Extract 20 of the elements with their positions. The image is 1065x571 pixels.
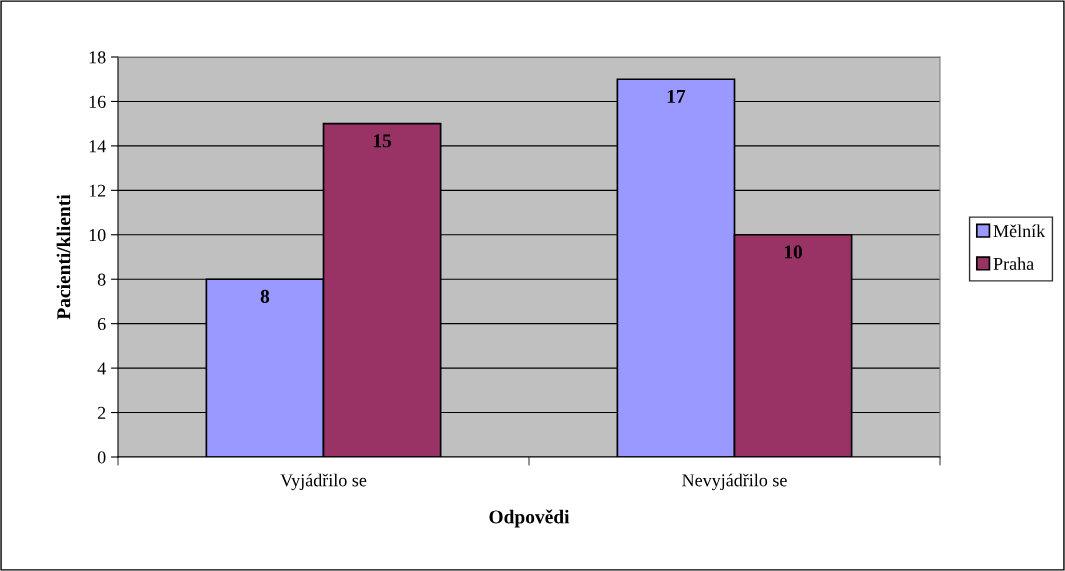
y-tick-label: 0	[97, 451, 106, 464]
legend-label: Mělník	[993, 224, 1046, 238]
data-label: 8	[260, 289, 270, 303]
legend-label: Praha	[993, 257, 1034, 270]
data-label: 17	[667, 89, 686, 103]
data-label: 15	[373, 134, 392, 148]
y-tick-label: 14	[89, 140, 106, 153]
y-tick-label: 4	[97, 362, 106, 375]
y-tick-label: 2	[97, 406, 106, 419]
y-tick-label: 12	[89, 184, 106, 197]
x-tick-label: Nevyjádřilo se	[682, 473, 787, 491]
y-tick-label: 6	[97, 317, 106, 331]
y-axis-title: Pacienti/klienti	[56, 194, 71, 320]
y-tick-label: 16	[89, 95, 106, 108]
y-tick-label: 10	[89, 229, 106, 242]
y-tick-label: 8	[97, 273, 106, 286]
data-label: 10	[784, 245, 803, 259]
x-axis-title: Odpovědi	[489, 509, 570, 528]
y-tick-label: 18	[89, 51, 106, 64]
x-tick-label: Vyjádřilo se	[280, 473, 367, 491]
